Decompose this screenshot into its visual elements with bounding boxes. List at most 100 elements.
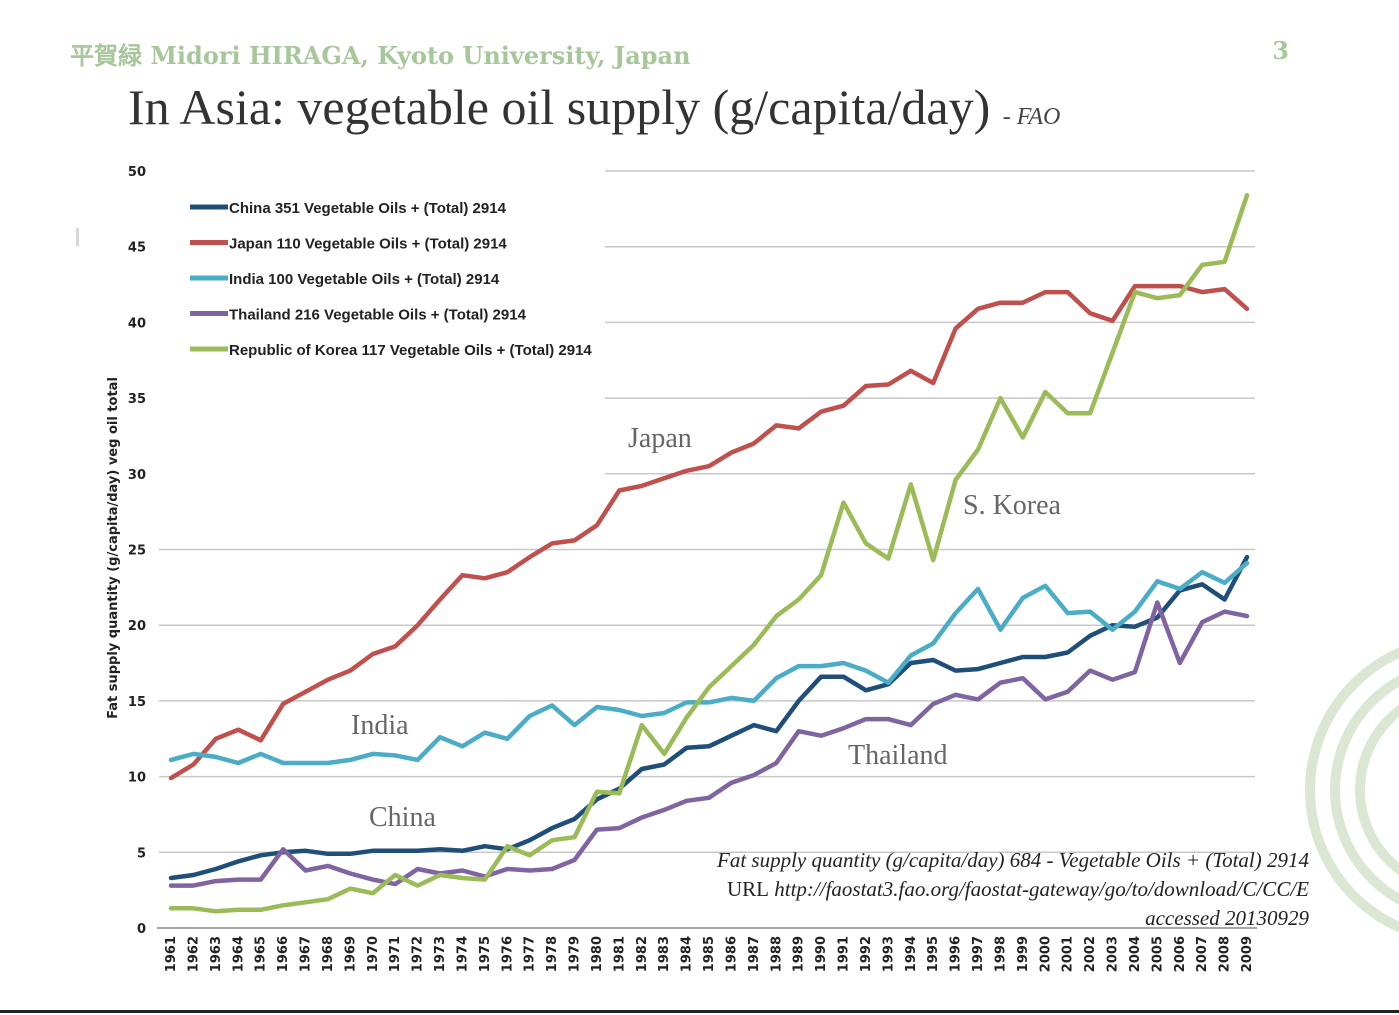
x-tick-label: 1979 [568, 936, 583, 972]
x-tick-label: 2008 [1218, 936, 1233, 972]
x-tick-label: 2004 [1128, 936, 1143, 972]
x-tick-label: 1990 [814, 936, 829, 972]
x-tick-label: 1984 [680, 936, 695, 972]
source-url: http://faostat3.fao.org/faostat-gateway/… [774, 877, 1309, 901]
x-tick-label: 1993 [881, 936, 896, 972]
x-tick-label: 1961 [164, 936, 179, 972]
x-tick-label: 1973 [433, 936, 448, 972]
x-tick-label: 1968 [321, 936, 336, 972]
x-tick-label: 1998 [993, 936, 1008, 972]
decorative-arc [1355, 704, 1399, 876]
series-annotation: Thailand [848, 740, 948, 771]
source-note-line3: accessed 20130929 [1145, 906, 1309, 930]
series-line [168, 554, 1250, 881]
x-tick-label: 1966 [276, 936, 291, 972]
series-annotation: S. Korea [963, 490, 1062, 521]
legend-entry: Republic of Korea 117 Vegetable Oils + (… [229, 342, 592, 359]
series-line [168, 192, 1250, 914]
author-line: 平賀緑 Midori HIRAGA, Kyoto University, Jap… [70, 41, 691, 70]
x-tick-label: 1964 [231, 936, 246, 972]
x-tick-label: 1992 [859, 936, 874, 972]
x-tick-label: 1976 [500, 936, 515, 972]
x-tick-label: 1962 [186, 936, 201, 972]
x-tick-label: 1970 [366, 936, 381, 972]
y-tick-label: 15 [128, 695, 146, 710]
series-line [168, 600, 1250, 888]
series-annotation: Japan [628, 423, 692, 454]
source-note: Fat supply quantity (g/capita/day) 684 -… [717, 846, 1309, 933]
bottom-rule [0, 1010, 1399, 1013]
y-tick-label: 20 [128, 619, 146, 634]
x-axis-ticks: 1961 1962 1963 1964 1965 1966 1967 1968 1969 1970… [164, 936, 1255, 972]
decorative-arc [1305, 647, 1399, 933]
x-tick-label: 2000 [1038, 936, 1053, 972]
x-tick-label: 2003 [1106, 936, 1121, 972]
series-annotation: India [351, 710, 409, 741]
y-tick-label: 5 [137, 846, 146, 861]
x-tick-label: 1965 [254, 936, 269, 972]
series-line [168, 560, 1250, 766]
x-tick-label: 2007 [1195, 936, 1210, 972]
x-tick-label: 1982 [635, 936, 650, 972]
x-tick-label: 1977 [523, 936, 538, 972]
y-tick-label: 45 [128, 241, 146, 256]
series-annotation: China [369, 802, 436, 833]
x-tick-label: 1980 [590, 936, 605, 972]
x-tick-label: 1972 [411, 936, 426, 972]
x-tick-label: 2006 [1173, 936, 1188, 972]
x-tick-label: 2001 [1061, 936, 1076, 972]
chart-legend: China 351 Vegetable Oils + (Total) 2914 J… [176, 188, 604, 368]
x-tick-label: 1974 [455, 936, 470, 972]
x-tick-label: 1991 [837, 936, 852, 972]
slide-title-text: In Asia: vegetable oil supply (g/capita/… [128, 79, 991, 135]
legend-entry: India 100 Vegetable Oils + (Total) 2914 [229, 271, 500, 288]
x-tick-label: 1999 [1016, 936, 1031, 972]
source-url-prefix: URL [726, 877, 769, 901]
source-note-line1: Fat supply quantity (g/capita/day) 684 -… [717, 848, 1309, 872]
chart-annotations: Japan S. Korea India Thailand China [351, 423, 1062, 833]
y-tick-label: 25 [128, 544, 146, 559]
x-tick-label: 1978 [545, 936, 560, 972]
decorative-mark [76, 228, 79, 246]
page-number: 3 [1272, 36, 1289, 65]
y-axis-label: Fat supply quantity (g/capita/day) veg o… [106, 377, 121, 719]
y-axis-ticks: 0 5 10 15 20 25 30 35 40 45 50 [128, 165, 146, 937]
source-note-line2: URL http://faostat3.fao.org/faostat-gate… [717, 875, 1309, 904]
x-tick-label: 1971 [388, 936, 403, 972]
x-tick-label: 1997 [971, 936, 986, 972]
chart-gridlines [157, 170, 1257, 929]
y-tick-label: 30 [128, 468, 146, 483]
slide-title: In Asia: vegetable oil supply (g/capita/… [128, 78, 1060, 136]
x-tick-label: 1994 [904, 936, 919, 972]
chart-series [168, 192, 1250, 914]
x-tick-label: 1983 [657, 936, 672, 972]
x-tick-label: 1967 [299, 936, 314, 972]
x-tick-label: 1987 [747, 936, 762, 972]
x-tick-label: 2005 [1150, 936, 1165, 972]
legend-entry: Thailand 216 Vegetable Oils + (Total) 29… [229, 307, 527, 324]
x-tick-label: 1975 [478, 936, 493, 972]
x-tick-label: 1988 [769, 936, 784, 972]
x-tick-label: 1996 [949, 936, 964, 972]
y-tick-label: 50 [128, 165, 146, 180]
x-tick-label: 2002 [1083, 936, 1098, 972]
x-tick-label: 1985 [702, 936, 717, 972]
x-tick-label: 1995 [926, 936, 941, 972]
legend-entry: Japan 110 Vegetable Oils + (Total) 2914 [229, 236, 507, 253]
x-tick-label: 1989 [792, 936, 807, 972]
y-tick-label: 10 [128, 771, 146, 786]
series-line [168, 283, 1250, 781]
slide-title-source: - FAO [1002, 104, 1061, 130]
y-tick-label: 40 [128, 316, 146, 331]
x-tick-label: 1969 [343, 936, 358, 972]
y-tick-label: 35 [128, 392, 146, 407]
x-tick-label: 1981 [612, 936, 627, 972]
legend-entry: China 351 Vegetable Oils + (Total) 2914 [229, 200, 507, 217]
y-tick-label: 0 [137, 922, 146, 937]
decorative-arcs [1305, 647, 1399, 933]
x-tick-label: 1963 [209, 936, 224, 972]
legend-box [176, 188, 604, 368]
decorative-arc [1330, 675, 1399, 905]
x-tick-label: 1986 [724, 936, 739, 972]
